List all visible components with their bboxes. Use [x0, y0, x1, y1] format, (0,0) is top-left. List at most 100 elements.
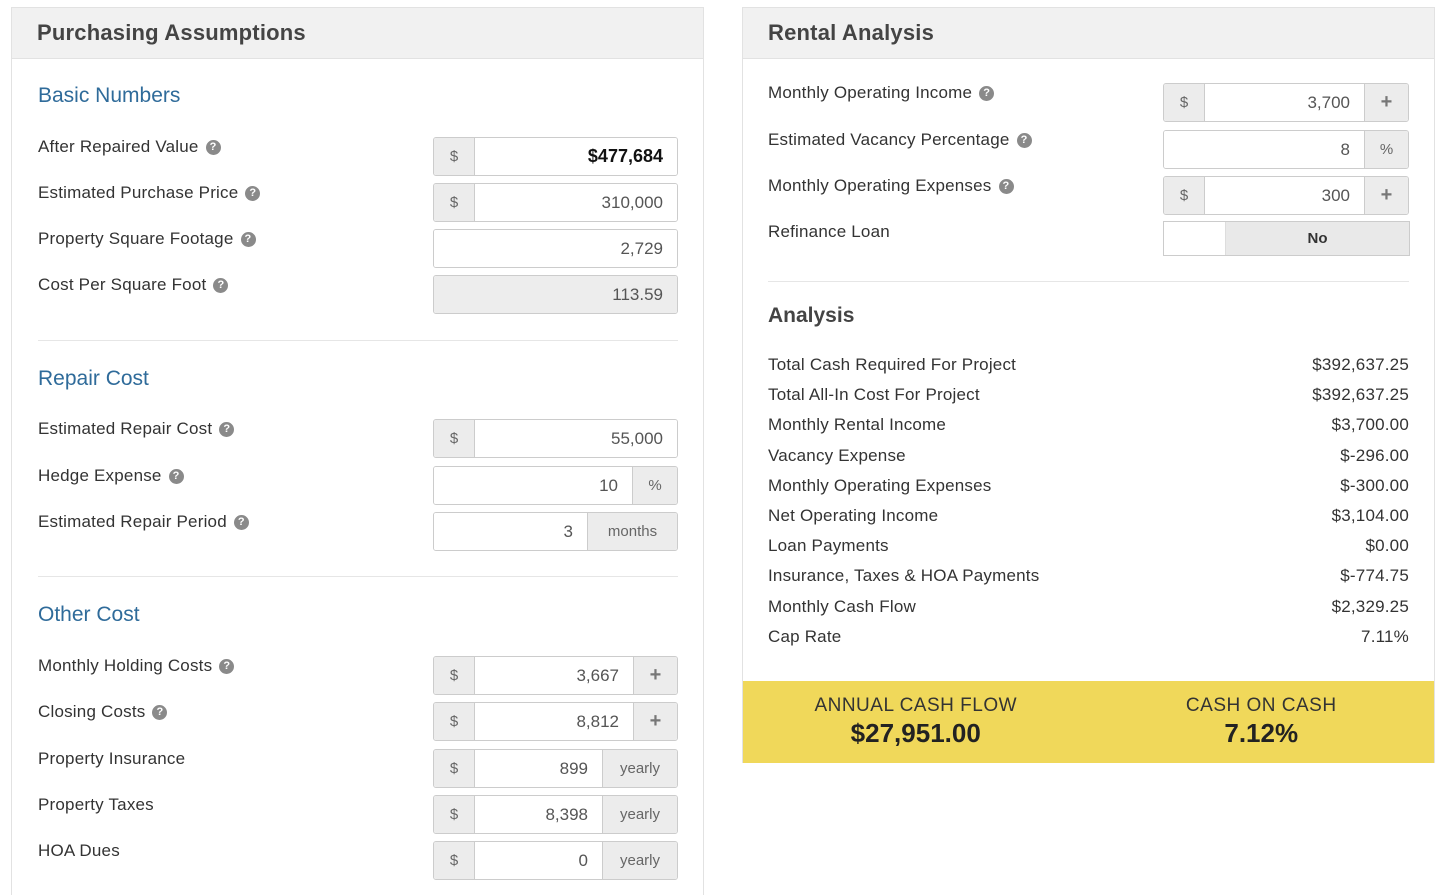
monthly-operating-income-field[interactable]: $ 3,700 +	[1163, 83, 1409, 122]
label-hedge-expense: Hedge Expense ?	[38, 464, 184, 488]
property-taxes-input[interactable]: 8,398	[475, 796, 602, 833]
after-repaired-value-input[interactable]: $477,684	[475, 138, 677, 175]
monthly-operating-income-input[interactable]: 3,700	[1205, 84, 1364, 121]
label-monthly-holding-costs: Monthly Holding Costs ?	[38, 654, 235, 678]
label-property-square-footage: Property Square Footage ?	[38, 227, 256, 251]
estimated-repair-cost-field[interactable]: $ 55,000	[433, 419, 678, 458]
property-insurance-field[interactable]: $ 899 yearly	[433, 749, 678, 788]
analysis-row-value: $3,104.00	[1331, 506, 1409, 525]
plus-icon[interactable]: +	[633, 657, 677, 694]
estimated-vacancy-percentage-input[interactable]: 8	[1164, 131, 1364, 168]
property-square-footage-input[interactable]: 2,729	[434, 230, 677, 267]
plus-icon[interactable]: +	[1364, 177, 1408, 214]
help-icon[interactable]: ?	[213, 277, 229, 293]
estimated-repair-period-input[interactable]: 3	[434, 513, 587, 550]
toggle-state-label[interactable]: No	[1226, 222, 1409, 255]
analysis-row-value: $-774.75	[1340, 566, 1409, 586]
analysis-row-value: $392,637.25	[1312, 355, 1409, 374]
label-estimated-purchase-price: Estimated Purchase Price ?	[38, 181, 261, 205]
dollar-addon: $	[434, 842, 475, 879]
section-title-repair-cost: Repair Cost	[38, 367, 149, 390]
dollar-addon: $	[434, 184, 475, 221]
help-icon[interactable]: ?	[219, 658, 235, 674]
panel-title: Rental Analysis	[768, 20, 935, 45]
closing-costs-field[interactable]: $ 8,812 +	[433, 702, 678, 741]
plus-icon[interactable]: +	[1364, 84, 1408, 121]
estimated-repair-period-field[interactable]: 3 months	[433, 512, 678, 551]
plus-icon[interactable]: +	[633, 703, 677, 740]
help-icon[interactable]: ?	[245, 185, 261, 201]
analysis-row-value: $392,637.25	[1312, 385, 1409, 405]
analysis-row: Total All-In Cost For Project $392,637.25	[768, 383, 1409, 407]
divider	[38, 576, 678, 577]
annual-cash-flow-value: $27,951.00	[850, 718, 981, 748]
months-addon: months	[587, 513, 677, 550]
monthly-operating-expenses-field[interactable]: $ 300 +	[1163, 176, 1409, 215]
help-icon[interactable]: ?	[168, 468, 184, 484]
property-taxes-field[interactable]: $ 8,398 yearly	[433, 795, 678, 834]
annual-cash-flow-label: ANNUAL CASH FLOW	[814, 695, 1018, 716]
help-icon[interactable]: ?	[240, 231, 256, 247]
analysis-row: Monthly Operating Expenses $-300.00	[768, 474, 1409, 498]
property-square-footage-field[interactable]: 2,729	[433, 229, 678, 268]
monthly-holding-costs-input[interactable]: 3,667	[475, 657, 633, 694]
property-insurance-input[interactable]: 899	[475, 750, 602, 787]
percent-addon: %	[1364, 131, 1408, 168]
panel-header: Purchasing Assumptions	[12, 8, 703, 59]
hoa-dues-field[interactable]: $ 0 yearly	[433, 841, 678, 880]
cost-per-square-foot-field: 113.59	[433, 275, 678, 314]
analysis-row: Monthly Cash Flow $2,329.25	[768, 595, 1409, 619]
analysis-row: Vacancy Expense $-296.00	[768, 444, 1409, 468]
analysis-row-label: Monthly Rental Income	[768, 415, 947, 435]
analysis-row: Loan Payments $0.00	[768, 534, 1409, 558]
hedge-expense-field[interactable]: 10 %	[433, 466, 678, 505]
estimated-vacancy-percentage-field[interactable]: 8 %	[1163, 130, 1409, 169]
divider	[768, 281, 1409, 282]
dollar-addon: $	[434, 420, 475, 457]
analysis-row-value: $-300.00	[1340, 475, 1409, 495]
estimated-purchase-price-field[interactable]: $ 310,000	[433, 183, 678, 222]
label-closing-costs: Closing Costs ?	[38, 700, 168, 724]
after-repaired-value-field[interactable]: $ $477,684	[433, 137, 678, 176]
analysis-row: Total Cash Required For Project $392,637.…	[768, 353, 1409, 377]
analysis-row-value: $3,700.00	[1331, 415, 1409, 435]
label-monthly-operating-expenses: Monthly Operating Expenses ?	[768, 174, 1014, 198]
help-icon[interactable]: ?	[1016, 132, 1032, 148]
closing-costs-input[interactable]: 8,812	[475, 703, 633, 740]
help-icon[interactable]: ?	[233, 514, 249, 530]
yearly-addon: yearly	[602, 796, 677, 833]
monthly-holding-costs-field[interactable]: $ 3,667 +	[433, 656, 678, 695]
dollar-addon: $	[434, 138, 475, 175]
analysis-row-label: Monthly Cash Flow	[768, 596, 916, 616]
panel-title: Purchasing Assumptions	[37, 20, 306, 45]
refinance-loan-toggle[interactable]: No	[1163, 221, 1410, 256]
analysis-row-value: $0.00	[1365, 536, 1409, 556]
analysis-row: Monthly Rental Income $3,700.00	[768, 413, 1409, 437]
help-icon[interactable]: ?	[998, 178, 1014, 194]
cash-on-cash-value: 7.12%	[1224, 718, 1299, 748]
label-property-taxes: Property Taxes	[38, 795, 154, 814]
label-hoa-dues: HOA Dues	[38, 841, 120, 860]
monthly-operating-expenses-input[interactable]: 300	[1205, 177, 1364, 214]
label-estimated-repair-period: Estimated Repair Period ?	[38, 510, 249, 534]
analysis-row: Cap Rate 7.11%	[768, 625, 1409, 649]
section-title-basic-numbers: Basic Numbers	[38, 84, 181, 107]
yearly-addon: yearly	[602, 750, 677, 787]
hoa-dues-input[interactable]: 0	[475, 842, 602, 879]
divider	[38, 340, 678, 341]
percent-addon: %	[632, 467, 677, 504]
hedge-expense-input[interactable]: 10	[434, 467, 632, 504]
analysis-row-label: Insurance, Taxes & HOA Payments	[768, 566, 1040, 586]
estimated-purchase-price-input[interactable]: 310,000	[475, 184, 677, 221]
help-icon[interactable]: ?	[152, 704, 168, 720]
help-icon[interactable]: ?	[219, 421, 235, 437]
help-icon[interactable]: ?	[979, 85, 995, 101]
dollar-addon: $	[1164, 177, 1205, 214]
estimated-repair-cost-input[interactable]: 55,000	[475, 420, 677, 457]
analysis-row-label: Total Cash Required For Project	[768, 355, 1017, 374]
analysis-row-label: Total All-In Cost For Project	[768, 385, 980, 405]
label-monthly-operating-income: Monthly Operating Income ?	[768, 81, 995, 105]
analysis-row-label: Monthly Operating Expenses	[768, 475, 992, 495]
help-icon[interactable]: ?	[205, 139, 221, 155]
toggle-off-area[interactable]	[1164, 222, 1226, 255]
